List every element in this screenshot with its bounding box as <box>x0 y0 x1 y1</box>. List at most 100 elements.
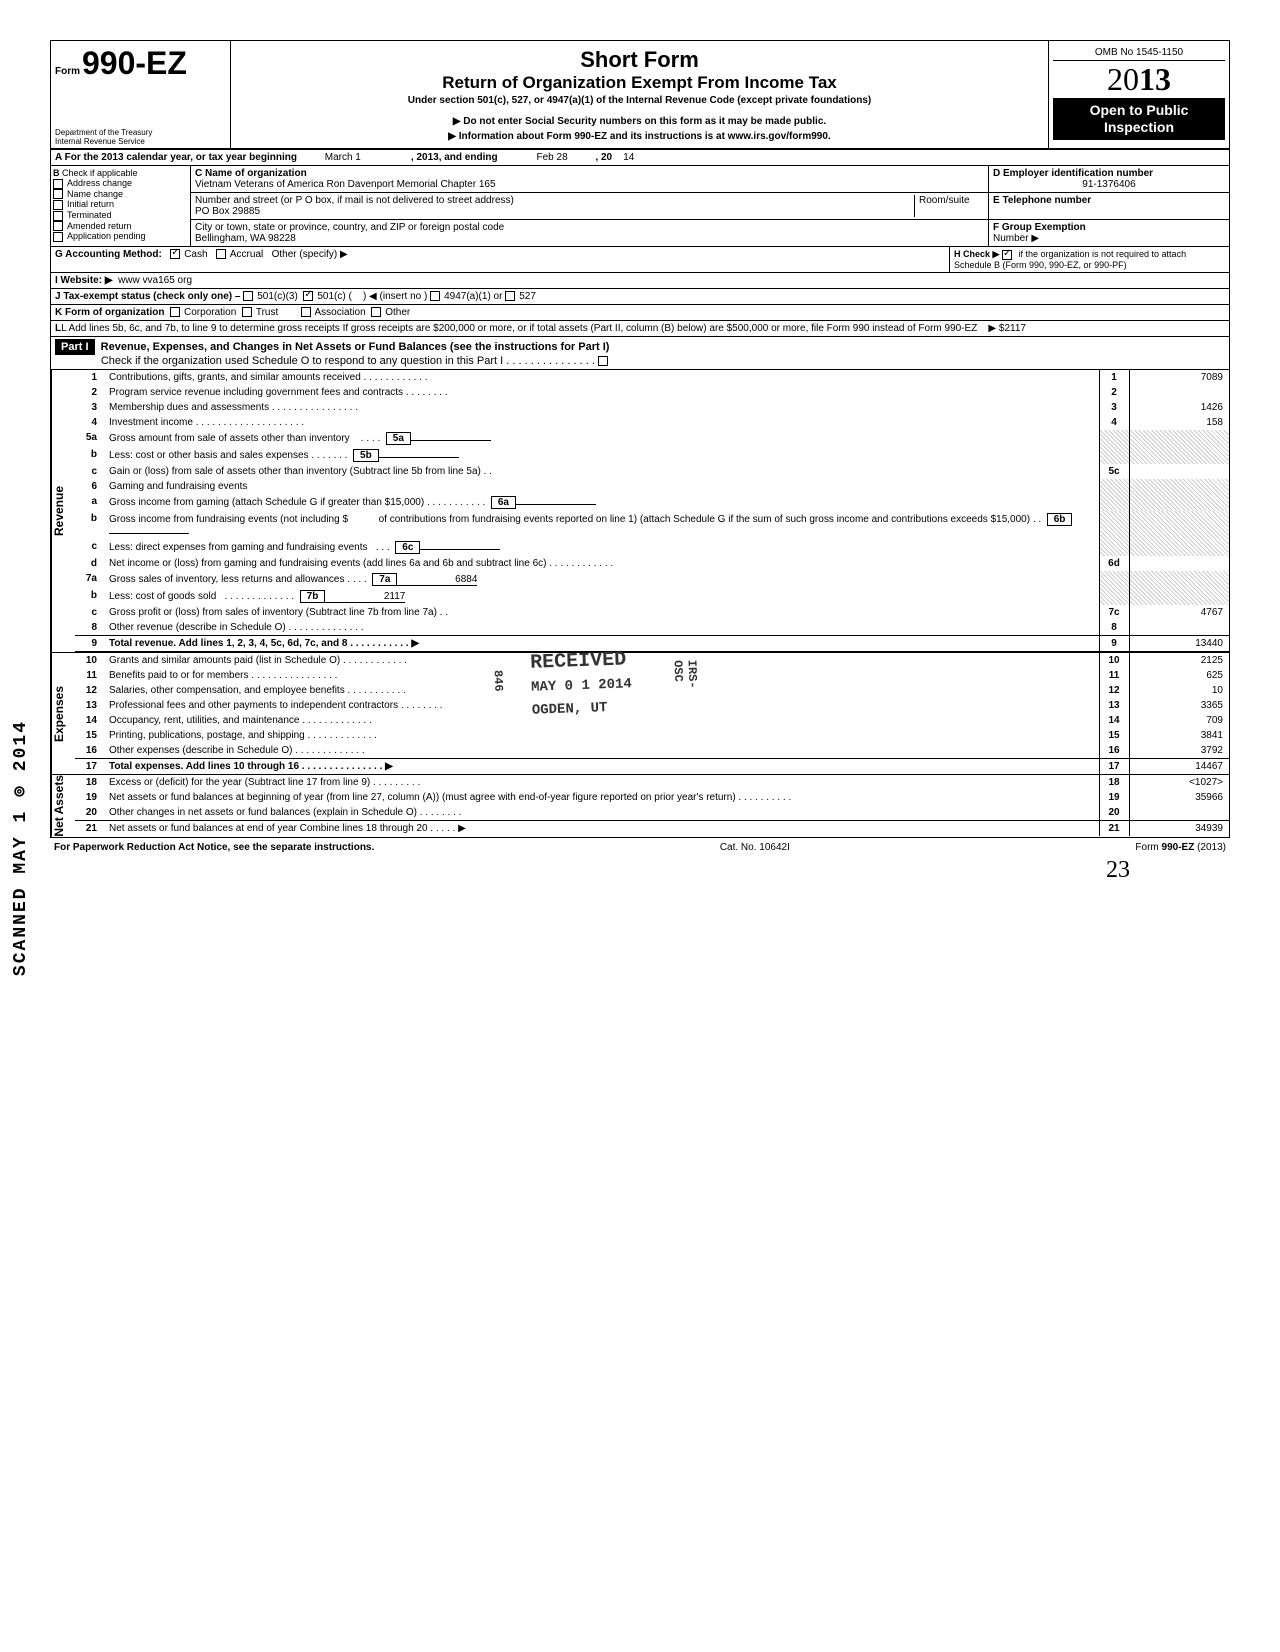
c-room-label: Room/suite <box>919 195 970 206</box>
line-k: K Form of organization Corporation Trust… <box>51 305 1229 321</box>
cb-name-change[interactable] <box>53 189 63 199</box>
l19-val: 35966 <box>1129 790 1229 805</box>
scanned-stamp: SCANNED MAY 1 ⊚ 2014 <box>10 720 31 976</box>
cb-corp[interactable] <box>170 307 180 317</box>
footer-mid: Cat. No. 10642I <box>720 842 790 853</box>
col-def: D Employer identification number 91-1376… <box>989 166 1229 246</box>
lbl-corp: Corporation <box>184 307 236 318</box>
l2-val <box>1129 385 1229 400</box>
title-short-form: Short Form <box>237 47 1042 73</box>
form-number: 990-EZ <box>82 45 187 82</box>
line-i: I Website: ▶ www vva165 org <box>51 273 1229 289</box>
side-label-expenses: Expenses <box>51 653 75 774</box>
year-cell: OMB No 1545-1150 2013 Open to Public Ins… <box>1049 41 1229 148</box>
i-val: www vva165 org <box>118 275 192 286</box>
cb-other-org[interactable] <box>371 307 381 317</box>
l12-val: 10 <box>1129 683 1229 698</box>
line-a-yr: , 20 <box>595 152 612 163</box>
line-a-yr-val: 14 <box>623 152 634 163</box>
revenue-table: 1Contributions, gifts, grants, and simil… <box>75 370 1229 652</box>
cb-assoc[interactable] <box>301 307 311 317</box>
l20-desc: Other changes in net assets or fund bala… <box>109 807 417 818</box>
cb-527[interactable] <box>505 291 515 301</box>
part1-label: Part I <box>55 339 95 355</box>
cb-initial-return[interactable] <box>53 200 63 210</box>
lbl-other-org: Other <box>385 307 410 318</box>
c-addr: PO Box 29885 <box>195 206 260 217</box>
l2-desc: Program service revenue including govern… <box>109 387 403 398</box>
title-info: ▶ Information about Form 990-EZ and its … <box>237 131 1042 142</box>
l16-val: 3792 <box>1129 743 1229 759</box>
j-label: J Tax-exempt status (check only one) – <box>55 291 240 302</box>
lbl-527: 527 <box>519 291 536 302</box>
l17-desc: Total expenses. Add lines 10 through 16 <box>109 761 299 772</box>
cb-schedule-o[interactable] <box>598 356 608 366</box>
stamp-received: RECEIVED MAY 0 1 2014 OGDEN, UT <box>530 648 633 720</box>
l13-desc: Professional fees and other payments to … <box>109 700 398 711</box>
col-c: C Name of organization Vietnam Veterans … <box>191 166 989 246</box>
expenses-table: 10Grants and similar amounts paid (list … <box>75 653 1229 774</box>
hand-23: 23 <box>1106 857 1130 883</box>
l21-desc: Net assets or fund balances at end of ye… <box>109 823 428 834</box>
h-label: H Check ▶ <box>954 249 999 259</box>
c-label: C Name of organization <box>195 168 307 179</box>
lbl-address-change: Address change <box>67 178 132 188</box>
b-desc: Check if applicable <box>62 168 138 178</box>
l15-val: 3841 <box>1129 728 1229 743</box>
inspection: Inspection <box>1104 119 1174 135</box>
section-bcdef: B Check if applicable Address change Nam… <box>51 166 1229 247</box>
e-label: E Telephone number <box>993 195 1091 206</box>
l12-desc: Salaries, other compensation, and employ… <box>109 685 345 696</box>
side-label-netassets: Net Assets <box>51 775 75 837</box>
l-val: 2117 <box>1004 323 1026 334</box>
l15-desc: Printing, publications, postage, and shi… <box>109 730 305 741</box>
cb-accrual[interactable] <box>216 249 226 259</box>
title-cell: Short Form Return of Organization Exempt… <box>231 41 1049 148</box>
l5c-val <box>1129 464 1229 479</box>
l14-val: 709 <box>1129 713 1229 728</box>
cb-amended[interactable] <box>53 221 63 231</box>
l6c-desc: Less: direct expenses from gaming and fu… <box>109 542 367 553</box>
header-row: Form 990-EZ Department of the Treasury I… <box>51 41 1229 150</box>
l8-desc: Other revenue (describe in Schedule O) <box>109 622 286 633</box>
l4-val: 158 <box>1129 415 1229 430</box>
l16-desc: Other expenses (describe in Schedule O) <box>109 745 292 756</box>
lbl-4947: 4947(a)(1) or <box>444 291 502 302</box>
b-letter: B <box>53 168 60 178</box>
cb-h[interactable] <box>1002 250 1012 260</box>
cb-terminated[interactable] <box>53 211 63 221</box>
cb-501c[interactable] <box>303 291 313 301</box>
line-a-begin: March 1 <box>325 152 361 163</box>
l21-val: 34939 <box>1129 821 1229 837</box>
lbl-name-change: Name change <box>67 189 123 199</box>
cb-501c3[interactable] <box>243 291 253 301</box>
cb-application[interactable] <box>53 232 63 242</box>
l1-val: 7089 <box>1129 370 1229 385</box>
footer: For Paperwork Reduction Act Notice, see … <box>50 838 1230 857</box>
cb-address-change[interactable] <box>53 179 63 189</box>
line-a-label: A For the 2013 calendar year, or tax yea… <box>55 152 297 163</box>
l4-desc: Investment income <box>109 417 193 428</box>
l7c-val: 4767 <box>1129 605 1229 620</box>
lbl-501c3: 501(c)(3) <box>257 291 298 302</box>
c-name: Vietnam Veterans of America Ron Davenpor… <box>195 179 496 190</box>
netassets-section: Net Assets 18Excess or (deficit) for the… <box>51 774 1229 837</box>
cb-trust[interactable] <box>242 307 252 317</box>
l-text: L Add lines 5b, 6c, and 7b, to line 9 to… <box>61 323 977 334</box>
lbl-accrual: Accrual <box>230 249 263 260</box>
footer-right: Form 990-EZ (2013) <box>1135 842 1226 853</box>
line-j: J Tax-exempt status (check only one) – 5… <box>51 289 1229 305</box>
l17-val: 14467 <box>1129 759 1229 775</box>
lbl-assoc: Association <box>315 307 366 318</box>
expenses-section: Expenses 10Grants and similar amounts pa… <box>51 652 1229 774</box>
l6d-val <box>1129 556 1229 571</box>
l6-desc: Gaming and fundraising events <box>109 481 247 492</box>
cb-cash[interactable] <box>170 249 180 259</box>
side-label-revenue: Revenue <box>51 370 75 652</box>
lbl-initial-return: Initial return <box>67 199 114 209</box>
l7b-desc: Less: cost of goods sold <box>109 591 216 602</box>
open-to-public: Open to Public <box>1090 102 1189 118</box>
l19-desc: Net assets or fund balances at beginning… <box>109 792 736 803</box>
cb-4947[interactable] <box>430 291 440 301</box>
i-label: I Website: ▶ <box>55 275 113 286</box>
